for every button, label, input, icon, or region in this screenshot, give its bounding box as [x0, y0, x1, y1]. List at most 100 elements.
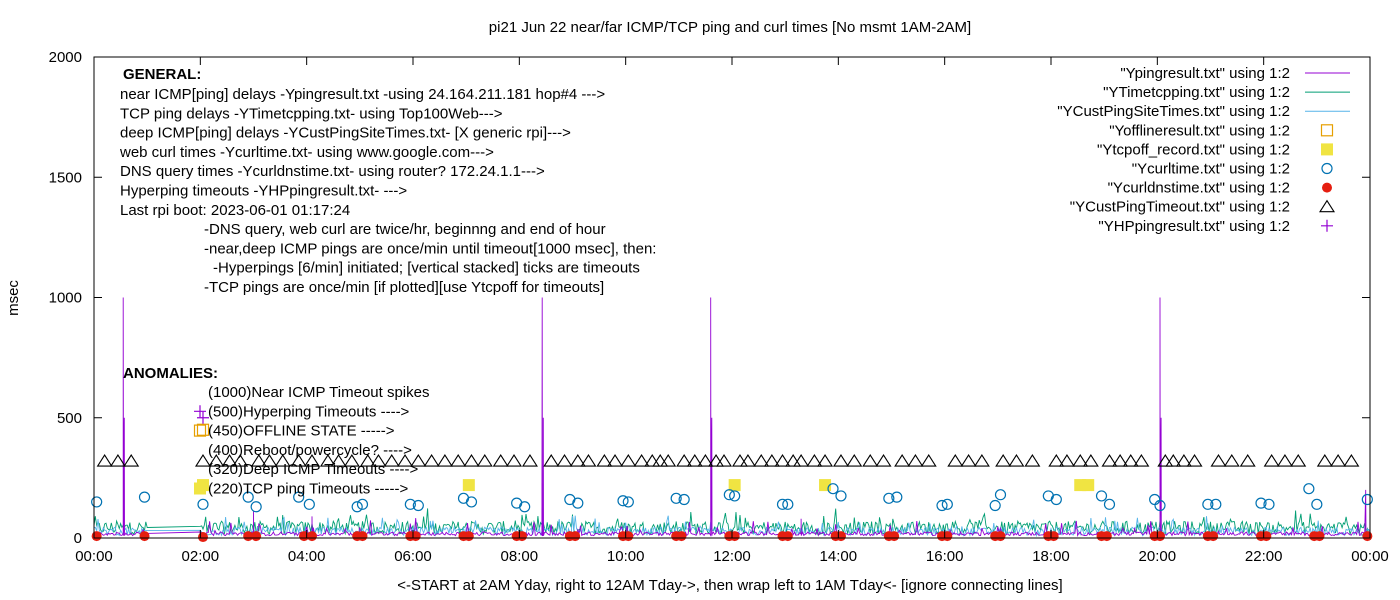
data-point [572, 497, 584, 509]
anomaly-note: (450)OFFLINE STATE -----> [208, 423, 395, 440]
series--ycustpingsitetimes-txt-using-1-2 [93, 515, 1371, 538]
data-point [670, 492, 682, 504]
data-point [607, 454, 624, 467]
axes: 0 500 1000 1500 2000 00:00 02:00 04:00 06:00 08:0… [49, 49, 1389, 565]
data-point [1112, 454, 1129, 467]
data-point [1154, 499, 1166, 512]
data-point [274, 454, 291, 467]
data-point [91, 531, 102, 542]
data-point [330, 454, 347, 467]
general-note: near ICMP[ping] delays -Ypingresult.txt … [120, 86, 605, 103]
data-point [306, 531, 317, 542]
general-note: deep ICMP[ping] delays -YCustPingSiteTim… [120, 125, 571, 142]
annotation-layer: GENERAL: near ICMP[ping] delays -Ypingres… [119, 66, 656, 498]
data-point [708, 454, 725, 467]
data-point [1175, 454, 1192, 467]
legend-swatch [1318, 199, 1336, 213]
x-tick-label: 16:00 [926, 548, 964, 565]
y-tick-label: 2000 [49, 49, 82, 66]
data-point [397, 454, 414, 467]
data-point [250, 454, 267, 467]
data-point [412, 499, 424, 512]
x-tick-label: 12:00 [713, 548, 751, 565]
data-point [1095, 490, 1108, 502]
data-point [343, 454, 360, 467]
general-note: web curl times -Ycurltime.txt- using www… [119, 144, 494, 161]
data-point [731, 454, 748, 467]
data-point [450, 454, 467, 467]
data-point [138, 491, 151, 503]
data-point [580, 454, 597, 467]
data-point [96, 454, 113, 467]
series--ycurltime-txt-using-1-2 [91, 483, 1373, 513]
y-tick-label: 1000 [49, 290, 82, 307]
data-point [623, 531, 634, 542]
data-point [793, 454, 810, 467]
x-axis-label: <-START at 2AM Yday, right to 12AM Tday-… [397, 577, 1062, 594]
general-note: Last rpi boot: 2023-06-01 01:17:24 [120, 202, 350, 219]
data-point [1101, 531, 1112, 542]
data-point [617, 495, 629, 507]
data-point [676, 531, 687, 542]
data-point [1361, 493, 1373, 506]
legend-label: "Ytcpoff_record.txt" using 1:2 [1097, 141, 1290, 158]
data-point [243, 531, 254, 542]
data-point [596, 454, 613, 467]
data-point [303, 498, 315, 510]
anomaly-note: (320)Deep ICMP Timeouts ----> [208, 461, 418, 478]
data-point [242, 491, 254, 503]
data-point [383, 454, 400, 467]
data-point [1133, 454, 1150, 467]
x-tick-label: 14:00 [820, 548, 858, 565]
anomaly-marker [194, 482, 206, 495]
legend-label: "YCustPingTimeout.txt" using 1:2 [1070, 199, 1290, 216]
data-point [109, 454, 126, 467]
x-tick-label: 18:00 [1032, 548, 1070, 565]
data-point [521, 454, 538, 467]
indented-note: -TCP pings are once/min [if plotted][use… [204, 279, 604, 296]
data-point [1149, 493, 1161, 506]
data-point [729, 531, 740, 542]
data-point [941, 498, 953, 510]
legend-swatch [1320, 124, 1334, 137]
data-point [697, 454, 714, 467]
anomaly-note: (500)Hyperping Timeouts ----> [208, 403, 410, 420]
data-point [423, 454, 440, 467]
data-point [1048, 531, 1059, 542]
anomaly-marker [193, 424, 207, 437]
data-point [123, 454, 140, 467]
series-line [93, 515, 1371, 538]
data-point [806, 454, 823, 467]
data-point [370, 454, 387, 467]
data-point [1101, 454, 1118, 467]
data-point [1343, 454, 1360, 467]
data-point [644, 454, 661, 467]
data-point [1263, 454, 1280, 467]
anomaly-note: (220)TCP ping Timeouts -----> [208, 481, 408, 498]
x-tick-label: 20:00 [1139, 548, 1177, 565]
legend-swatch [1321, 219, 1333, 232]
indented-note: -Hyperpings [6/min] initiated; [vertical… [213, 260, 640, 277]
data-point [1008, 454, 1025, 467]
data-point [1223, 454, 1240, 467]
general-note: TCP ping delays -YTimetcpping.txt- using… [120, 105, 503, 122]
data-point [1362, 531, 1373, 542]
data-point [463, 531, 474, 542]
x-tick-label: 06:00 [394, 548, 432, 565]
data-point [660, 454, 677, 467]
data-point [436, 454, 453, 467]
y-axis-label: msec [5, 280, 22, 316]
data-point [139, 531, 150, 542]
legend-swatch [1321, 162, 1333, 175]
data-point [221, 454, 238, 467]
data-point [1290, 454, 1307, 467]
data-point [774, 454, 791, 467]
x-tick-label: 02:00 [182, 548, 220, 565]
data-point [620, 454, 637, 467]
data-point [463, 454, 480, 467]
series--yofflineresult-txt-using-1-2 [196, 423, 210, 436]
data-point [846, 454, 863, 467]
data-point [1311, 498, 1323, 510]
anomaly-note: (1000)Near ICMP Timeout spikes [208, 384, 429, 401]
data-point [942, 531, 953, 542]
